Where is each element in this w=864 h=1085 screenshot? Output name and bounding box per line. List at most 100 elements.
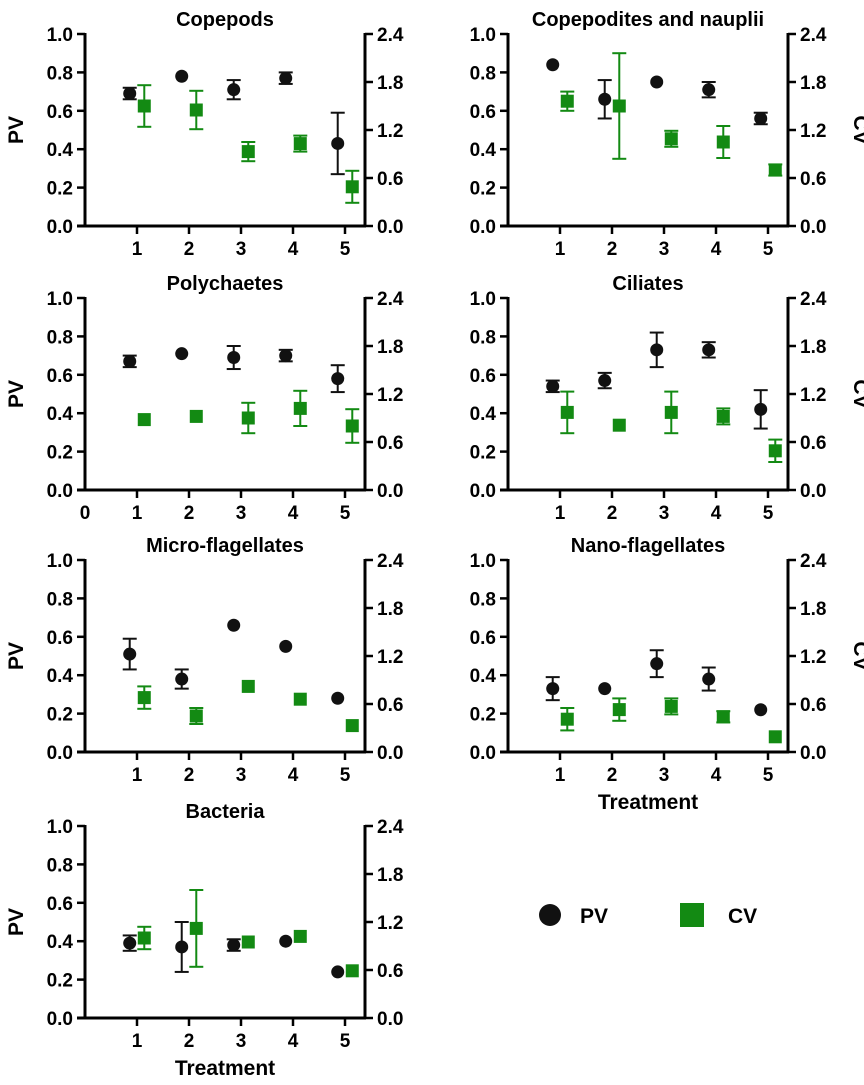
panel-title: Nano-flagellates bbox=[571, 535, 725, 557]
left-tick-label: 0.4 bbox=[47, 666, 74, 687]
left-tick-label: 0.0 bbox=[47, 481, 73, 502]
right-axis-label: CV bbox=[849, 641, 864, 670]
left-tick-label: 0.4 bbox=[47, 932, 74, 953]
cv-point bbox=[189, 103, 203, 117]
panel-micro-flagellates: Micro-flagellates 0.0 0.2 0.4 0.6 0.8 1.0 0.0 0.… bbox=[5, 535, 404, 786]
x-tick-label: 4 bbox=[711, 239, 722, 260]
pv-point bbox=[598, 682, 612, 696]
cv-point bbox=[345, 719, 359, 733]
panel-copepods: Copepods 0.0 0.2 0.4 0.6 0.8 1.0 0.0 0.6 1.2 1.8 2.… bbox=[5, 9, 404, 260]
panel-title: Micro-flagellates bbox=[146, 535, 304, 557]
right-tick-label: 2.4 bbox=[800, 289, 827, 310]
left-tick-label: 1.0 bbox=[470, 25, 496, 46]
x-tick-label: 3 bbox=[659, 239, 670, 260]
cv-point bbox=[345, 964, 359, 978]
legend: PV CV bbox=[539, 903, 757, 928]
right-tick-label: 0.6 bbox=[377, 433, 403, 454]
cv-point bbox=[241, 679, 255, 693]
pv-point bbox=[331, 372, 345, 386]
right-tick-label: 1.2 bbox=[800, 385, 826, 406]
pv-point bbox=[227, 351, 241, 365]
left-tick-label: 0.2 bbox=[47, 705, 73, 726]
x-tick-label: 1 bbox=[555, 503, 566, 524]
right-axis-label: CV bbox=[849, 115, 864, 144]
x-tick-label: 2 bbox=[607, 765, 618, 786]
right-tick-label: 0.0 bbox=[377, 481, 403, 502]
left-tick-label: 0.2 bbox=[470, 705, 496, 726]
cv-point bbox=[137, 99, 151, 113]
panel-nano-flagellates: Nano-flagellates 0.0 0.2 0.4 0.6 0.8 1.0 0.0 0.6… bbox=[470, 535, 864, 814]
x-tick-label: 1 bbox=[132, 765, 143, 786]
x-tick-label: 5 bbox=[340, 765, 351, 786]
right-tick-label: 1.2 bbox=[800, 121, 826, 142]
x-tick-label: 3 bbox=[659, 503, 670, 524]
x-tick-label: 0 bbox=[80, 503, 91, 524]
left-tick-label: 0.2 bbox=[47, 179, 73, 200]
left-tick-label: 1.0 bbox=[470, 289, 496, 310]
left-tick-label: 0.6 bbox=[47, 102, 73, 123]
panel-ciliates: Ciliates 0.0 0.2 0.4 0.6 0.8 1.0 0.0 0.6 1.2 1.8 2.… bbox=[470, 273, 864, 524]
x-tick-label: 1 bbox=[132, 503, 143, 524]
x-tick-label: 5 bbox=[340, 503, 351, 524]
pv-point bbox=[175, 69, 189, 83]
left-tick-label: 0.6 bbox=[470, 102, 496, 123]
right-tick-label: 1.8 bbox=[377, 337, 403, 358]
x-tick-label: 2 bbox=[184, 503, 195, 524]
cv-point bbox=[293, 137, 307, 151]
pv-point bbox=[598, 374, 612, 388]
x-tick-label: 1 bbox=[132, 1031, 143, 1052]
right-tick-label: 2.4 bbox=[377, 817, 404, 838]
x-tick-label: 1 bbox=[132, 239, 143, 260]
x-tick-label: 3 bbox=[236, 1031, 247, 1052]
right-tick-label: 2.4 bbox=[800, 25, 827, 46]
cv-point bbox=[345, 180, 359, 194]
panel-title: Copepodites and nauplii bbox=[532, 9, 764, 31]
pv-point bbox=[546, 379, 560, 393]
x-tick-label: 4 bbox=[288, 765, 299, 786]
pv-point bbox=[546, 682, 560, 696]
pv-point bbox=[702, 343, 716, 357]
right-axis-label: CV bbox=[849, 379, 864, 408]
left-tick-label: 1.0 bbox=[470, 551, 496, 572]
pv-point bbox=[279, 349, 293, 363]
left-tick-label: 0.0 bbox=[470, 217, 496, 238]
right-tick-label: 0.6 bbox=[800, 433, 826, 454]
right-tick-label: 0.6 bbox=[377, 169, 403, 190]
cv-point bbox=[293, 692, 307, 706]
x-tick-label: 2 bbox=[184, 765, 195, 786]
x-tick-label: 2 bbox=[607, 503, 618, 524]
left-tick-label: 0.6 bbox=[470, 366, 496, 387]
cv-point bbox=[189, 921, 203, 935]
x-tick-label: 3 bbox=[236, 503, 247, 524]
x-tick-label: 5 bbox=[763, 503, 774, 524]
cv-point bbox=[137, 413, 151, 427]
left-axis-label: PV bbox=[5, 380, 28, 408]
cv-point bbox=[768, 730, 782, 744]
pv-point bbox=[546, 58, 560, 72]
right-tick-label: 1.8 bbox=[800, 73, 826, 94]
x-axis-label: Treatment bbox=[598, 791, 698, 814]
cv-point bbox=[716, 409, 730, 423]
x-tick-label: 5 bbox=[340, 239, 351, 260]
pv-point bbox=[650, 657, 664, 671]
pv-point bbox=[279, 934, 293, 948]
cv-point bbox=[560, 712, 574, 726]
left-tick-label: 0.6 bbox=[47, 894, 73, 915]
left-tick-label: 0.8 bbox=[470, 327, 496, 348]
right-tick-label: 2.4 bbox=[800, 551, 827, 572]
right-tick-label: 0.6 bbox=[800, 695, 826, 716]
x-tick-label: 3 bbox=[236, 765, 247, 786]
right-tick-label: 1.2 bbox=[377, 121, 403, 142]
pv-point bbox=[650, 343, 664, 357]
cv-point bbox=[612, 703, 626, 717]
left-tick-label: 0.6 bbox=[47, 628, 73, 649]
left-tick-label: 1.0 bbox=[47, 25, 73, 46]
cv-point bbox=[137, 691, 151, 705]
right-tick-label: 1.8 bbox=[800, 599, 826, 620]
pv-point bbox=[175, 672, 189, 686]
pv-point bbox=[123, 87, 137, 101]
left-tick-label: 0.8 bbox=[470, 63, 496, 84]
left-tick-label: 0.6 bbox=[47, 366, 73, 387]
cv-point bbox=[560, 94, 574, 108]
